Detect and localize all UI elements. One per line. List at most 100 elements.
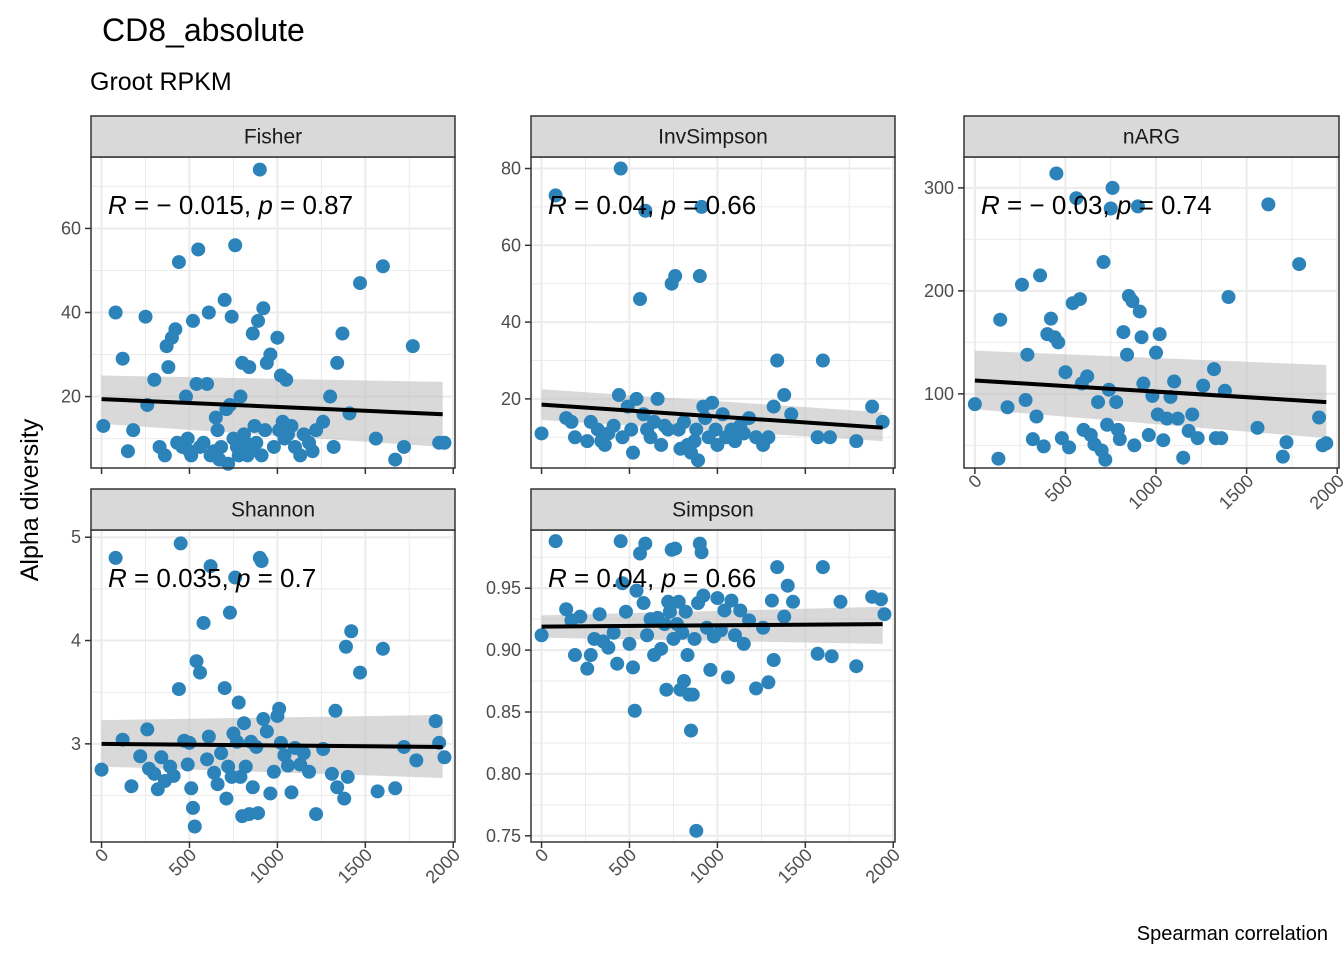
data-point [610, 656, 625, 671]
data-point [1149, 345, 1164, 360]
data-point [689, 422, 704, 437]
data-point [691, 453, 706, 468]
data-point [96, 418, 111, 433]
data-point [236, 716, 251, 731]
data-point [1043, 311, 1058, 326]
data-point [238, 759, 253, 774]
x-tick-label: 1500 [774, 845, 816, 887]
data-point [1292, 257, 1307, 272]
data-point [1103, 201, 1118, 216]
data-point [1170, 411, 1185, 426]
data-point [601, 640, 616, 655]
data-point [256, 301, 271, 316]
data-point [1279, 435, 1294, 450]
regression-line [101, 741, 443, 749]
data-point [629, 583, 644, 598]
data-point [280, 758, 295, 773]
data-point [786, 594, 801, 609]
data-point [178, 389, 193, 404]
stat-annotation: R = 0.04, p = 0.66 [548, 563, 756, 593]
data-point [736, 426, 751, 441]
data-point [694, 199, 709, 214]
data-point [242, 360, 257, 375]
data-point [368, 431, 383, 446]
data-point [548, 534, 563, 549]
data-point [534, 426, 549, 441]
data-point [675, 625, 690, 640]
data-point [770, 560, 785, 575]
data-point [583, 648, 598, 663]
stat-annotation: R = 0.04, p = 0.66 [548, 190, 756, 220]
data-point [580, 434, 595, 449]
y-tick-label: 20 [61, 387, 81, 407]
data-point [761, 675, 776, 690]
data-point [629, 391, 644, 406]
data-point [705, 395, 720, 410]
data-point [640, 628, 655, 643]
data-point [1312, 410, 1327, 425]
data-point [133, 749, 148, 764]
data-point [168, 322, 183, 337]
data-point [124, 779, 139, 794]
data-point [633, 292, 648, 307]
data-point [777, 609, 792, 624]
data-point [1176, 450, 1191, 465]
data-point [698, 411, 713, 426]
data-point [228, 570, 243, 585]
data-point [256, 712, 271, 727]
data-point [636, 596, 651, 611]
data-point [161, 360, 176, 375]
data-point [606, 625, 621, 640]
data-point [340, 769, 355, 784]
data-point [625, 660, 640, 675]
data-point [200, 752, 215, 767]
data-point [991, 451, 1006, 466]
data-point [597, 437, 612, 452]
data-point [1112, 432, 1127, 447]
facet-strip-label: nARG [1123, 126, 1180, 149]
data-point [625, 445, 640, 460]
data-point [564, 414, 579, 429]
data-point [337, 791, 352, 806]
data-point [618, 604, 633, 619]
y-tick-label: 0.95 [486, 578, 521, 598]
data-point [94, 762, 109, 777]
data-point [680, 648, 695, 663]
data-point [214, 439, 229, 454]
data-point [184, 781, 199, 796]
data-point [1159, 411, 1174, 426]
data-point [437, 435, 452, 450]
data-point [724, 593, 739, 608]
data-point [1029, 409, 1044, 424]
data-point [270, 330, 285, 345]
data-point [171, 255, 186, 270]
facet-strip-label: Fisher [244, 126, 302, 149]
data-point [353, 276, 368, 291]
data-point [810, 646, 825, 661]
data-point [676, 414, 691, 429]
data-point [993, 312, 1008, 327]
data-point [590, 422, 605, 437]
y-tick-label: 60 [61, 218, 81, 238]
data-point [684, 723, 699, 738]
data-point [647, 414, 662, 429]
data-point [654, 437, 669, 452]
data-point [326, 439, 341, 454]
data-point [115, 351, 130, 366]
data-point [397, 439, 412, 454]
data-point [1100, 417, 1115, 432]
data-point [638, 203, 653, 218]
data-point [217, 681, 232, 696]
data-point [323, 389, 338, 404]
data-point [865, 399, 880, 414]
data-point [185, 313, 200, 328]
data-point [1049, 166, 1064, 181]
data-point [147, 372, 162, 387]
data-point [1196, 378, 1211, 393]
data-point [254, 448, 269, 463]
x-tick-label: 1500 [334, 845, 376, 887]
data-point [756, 620, 771, 635]
y-tick-label: 0.85 [486, 702, 521, 722]
data-point [251, 806, 266, 821]
data-point [1185, 407, 1200, 422]
